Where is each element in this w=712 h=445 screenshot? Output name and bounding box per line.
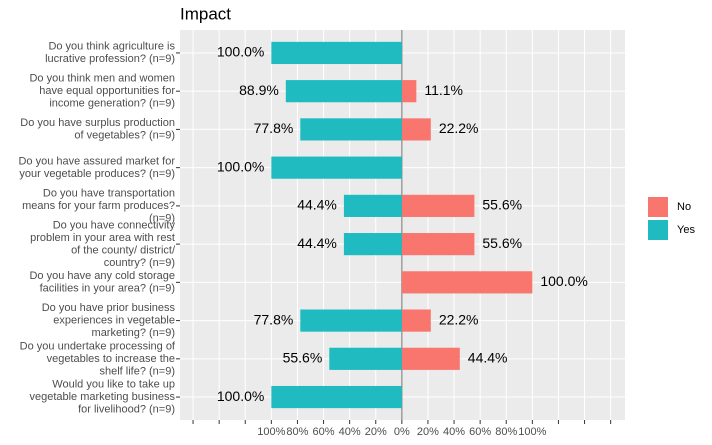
bar — [300, 309, 402, 332]
label-line: Would you like to take up — [52, 378, 175, 390]
label-line: lucrative profession? (n=9) — [45, 53, 175, 65]
label-line: Do you have any cold storage — [29, 270, 175, 282]
value-label: 22.2% — [439, 120, 479, 136]
label-line: marketing? (n=9) — [92, 327, 175, 339]
bar — [401, 80, 417, 103]
bar — [401, 233, 475, 256]
value-label: 100.0% — [540, 273, 587, 289]
bar — [271, 385, 402, 409]
label-line: problem in your area with rest — [30, 232, 175, 244]
label-line: facilities in your area? (n=9) — [40, 283, 175, 295]
x-tick-label: 0% — [394, 426, 410, 438]
label-line: Do you have transportation — [43, 187, 175, 199]
bar — [285, 80, 402, 103]
bar — [401, 271, 533, 294]
value-label: 100.0% — [217, 44, 264, 60]
chart-title: Impact — [180, 4, 231, 23]
label-line: income generation? (n=9) — [49, 98, 175, 110]
y-tick-label: Do you have any cold storage facilities i… — [29, 270, 175, 295]
x-tick-label: 80% — [495, 426, 517, 438]
bar — [271, 156, 402, 179]
value-label: 11.1% — [424, 82, 463, 98]
y-tick-label: Do you think agriculture is lucrative pro… — [45, 41, 175, 66]
legend-swatch — [648, 197, 668, 217]
value-label: 77.8% — [254, 120, 294, 136]
value-label: 77.8% — [254, 311, 294, 327]
bar — [401, 347, 460, 370]
label-line: for livelihood? (n=9) — [78, 403, 175, 415]
label-line: Do you have surplus production — [20, 117, 175, 129]
bar — [343, 233, 402, 256]
y-tick-label: Would you like to take up vegetable marke… — [29, 378, 175, 415]
x-tick-label: 20% — [365, 426, 387, 438]
legend-label: No — [677, 201, 691, 213]
label-line: Do you think agriculture is — [48, 41, 175, 53]
bar — [401, 118, 431, 141]
bar — [300, 118, 402, 141]
label-line: Do you have connectivity — [53, 219, 176, 231]
x-tick-label: 60% — [469, 426, 491, 438]
value-label: 55.6% — [283, 350, 323, 366]
label-line: of the county/ district/ — [71, 244, 176, 256]
value-label: 55.6% — [482, 235, 522, 251]
value-label: 44.4% — [297, 197, 337, 213]
label-line: have equal opportunities for — [39, 85, 175, 97]
value-label: 55.6% — [482, 197, 522, 213]
label-line: country? (n=9) — [104, 257, 175, 269]
bar — [343, 194, 402, 217]
x-tick-label: 80% — [286, 426, 308, 438]
label-line: experiences in vegetable — [53, 314, 175, 326]
y-tick-label: Do you have connectivity problem in your … — [30, 219, 176, 269]
value-label: 22.2% — [439, 311, 479, 327]
x-tick-label: 100% — [257, 426, 285, 438]
label-line: your vegetable produces? (n=9) — [19, 168, 175, 180]
x-tick-label: 40% — [339, 426, 361, 438]
label-line: Do you have assured market for — [18, 155, 175, 167]
y-tick-label: Do you undertake processing of vegetables… — [20, 340, 176, 377]
x-tick-label: 20% — [417, 426, 439, 438]
label-line: means for your farm produces? — [22, 200, 175, 212]
legend-swatch — [648, 220, 668, 240]
label-line: of vegetables? (n=9) — [74, 130, 175, 142]
label-line: shelf life? (n=9) — [99, 365, 175, 377]
y-tick-label: Do you have assured market for your veget… — [18, 155, 175, 180]
value-label: 88.9% — [239, 82, 279, 98]
label-line: Do you undertake processing of — [20, 340, 176, 352]
bar — [401, 309, 431, 332]
x-tick-label: 60% — [313, 426, 335, 438]
y-tick-label: Do you have surplus production of vegetab… — [20, 117, 175, 141]
bar — [329, 347, 402, 370]
label-line: Do you think men and women — [29, 73, 175, 85]
bar — [271, 41, 402, 65]
bar — [401, 194, 475, 217]
value-label: 100.0% — [217, 158, 264, 174]
label-line: (n=9) — [149, 212, 175, 224]
value-label: 44.4% — [297, 235, 337, 251]
y-tick-label: Do you have transportation means for your… — [22, 187, 175, 224]
x-tick-label: 40% — [443, 426, 465, 438]
value-label: 44.4% — [468, 350, 508, 366]
label-line: vegetable marketing business — [29, 391, 175, 403]
label-line: Do you have prior business — [42, 302, 176, 314]
y-tick-label: Do you have prior business experiences in… — [42, 302, 176, 339]
legend-label: Yes — [677, 224, 695, 236]
label-line: vegetables to increase the — [47, 353, 175, 365]
x-tick-label: 100% — [518, 426, 546, 438]
value-label: 100.0% — [217, 388, 264, 404]
y-tick-label: Do you think men and women have equal opp… — [29, 73, 175, 110]
